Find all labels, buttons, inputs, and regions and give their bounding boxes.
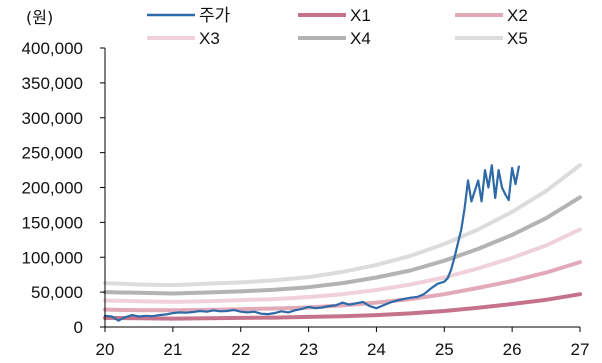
y-tick-label: 350,000 (22, 74, 83, 93)
x-tick-label: 20 (96, 340, 115, 359)
x-tick-label: 22 (231, 340, 250, 359)
x-tick-label: 21 (163, 340, 182, 359)
x-tick-label: 27 (571, 340, 590, 359)
legend-label-price: 주가 (199, 6, 231, 25)
x-tick-label: 26 (503, 340, 522, 359)
x-tick-label: 23 (299, 340, 318, 359)
legend-label-x4: X4 (350, 29, 371, 48)
x-axis-ticks: 20 21 22 23 24 25 26 27 (96, 327, 590, 359)
y-tick-label: 400,000 (22, 39, 83, 58)
series-line-price (103, 164, 521, 322)
legend-label-x3: X3 (199, 29, 220, 48)
y-tick-label: 250,000 (22, 144, 83, 163)
x-tick-label: 25 (435, 340, 454, 359)
series-line-x3 (103, 227, 582, 304)
y-tick-label: 200,000 (22, 179, 83, 198)
y-tick-label: 300,000 (22, 109, 83, 128)
series-line-x2 (103, 260, 582, 313)
y-axis-ticks: 400,000 350,000 300,000 250,000 200,000 150,0… (22, 39, 105, 337)
legend-label-x1: X1 (350, 6, 371, 25)
y-tick-label: 150,000 (22, 213, 83, 232)
y-tick-label: 50,000 (31, 283, 83, 302)
series-line-x4 (103, 195, 582, 296)
series-line-x1 (103, 292, 582, 321)
series-group (103, 163, 582, 322)
legend-label-x2: X2 (507, 6, 528, 25)
series-line-x5 (103, 163, 582, 288)
legend: 주가 X1 X2 X3 X4 X5 (147, 6, 528, 48)
unit-label: (원) (26, 8, 53, 27)
x-tick-label: 24 (367, 340, 386, 359)
legend-label-x5: X5 (507, 29, 528, 48)
y-tick-label: 100,000 (22, 248, 83, 267)
y-tick-label: 0 (74, 318, 83, 337)
